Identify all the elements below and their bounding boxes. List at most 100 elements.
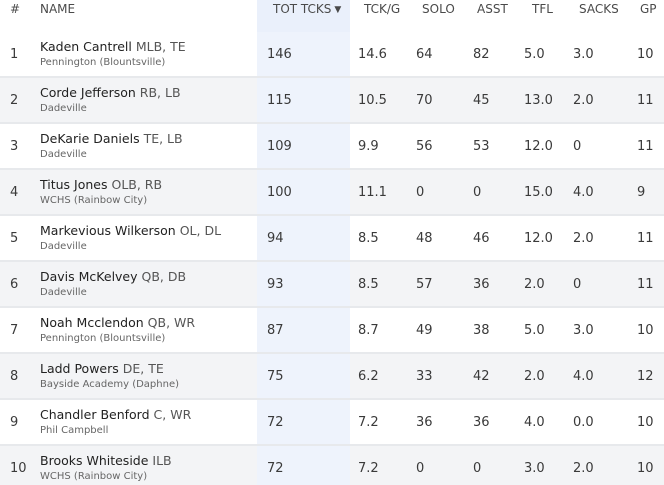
- rank-value: 5: [10, 231, 19, 246]
- player-name-link[interactable]: Markevious Wilkerson: [40, 223, 176, 238]
- header-tfl[interactable]: TFL: [515, 0, 573, 32]
- total-tackles-cell: 146: [257, 32, 350, 76]
- tackles-per-game-cell: 6.2: [350, 354, 406, 398]
- games-played-cell: 11: [631, 216, 664, 260]
- rank-value: 6: [10, 277, 19, 292]
- rank-cell: 8: [0, 354, 30, 398]
- table-row: 9 Chandler Benford C, WR Phil Campbell 7…: [0, 400, 664, 446]
- assists-cell: 45: [462, 78, 515, 122]
- header-games-played[interactable]: GP: [631, 0, 664, 32]
- player-school-link[interactable]: Pennington (Blountsville): [40, 333, 166, 344]
- total-tackles-cell: 100: [257, 170, 350, 214]
- player-name-link[interactable]: Noah Mcclendon: [40, 315, 144, 330]
- player-school-link[interactable]: Phil Campbell: [40, 425, 109, 436]
- solo-value: 48: [416, 231, 433, 246]
- tfl-value: 5.0: [524, 47, 545, 62]
- solo-cell: 57: [406, 262, 462, 306]
- header-total-tackles[interactable]: TOT TCKS ▼: [257, 0, 350, 32]
- player-position: C, WR: [153, 407, 192, 422]
- header-games-played-label: GP: [640, 2, 657, 16]
- name-cell: Noah Mcclendon QB, WR Pennington (Blount…: [30, 308, 257, 352]
- solo-value: 70: [416, 93, 433, 108]
- assists-cell: 36: [462, 400, 515, 444]
- tfl-value: 12.0: [524, 139, 553, 154]
- rank-cell: 1: [0, 32, 30, 76]
- player-name-link[interactable]: Chandler Benford: [40, 407, 150, 422]
- player-name-link[interactable]: Titus Jones: [40, 177, 108, 192]
- player-school-link[interactable]: Dadeville: [40, 103, 87, 114]
- total-tackles-cell: 72: [257, 446, 350, 485]
- sacks-value: 4.0: [573, 369, 594, 384]
- rank-value: 4: [10, 185, 19, 200]
- table-row: 6 Davis McKelvey QB, DB Dadeville 93 8.5…: [0, 262, 664, 308]
- sacks-value: 0: [573, 277, 582, 292]
- sacks-cell: 2.0: [573, 446, 631, 485]
- sort-descending-icon: ▼: [334, 5, 342, 15]
- name-cell: Brooks Whiteside ILB WCHS (Rainbow City): [30, 446, 257, 485]
- player-position: QB, DB: [141, 269, 187, 284]
- rank-cell: 9: [0, 400, 30, 444]
- tfl-value: 2.0: [524, 369, 545, 384]
- table-header: # NAME TOT TCKS ▼ TCK/G SOLO ASST TFL SAC…: [0, 0, 664, 32]
- tackles-per-game-cell: 9.9: [350, 124, 406, 168]
- tackles-per-game-cell: 8.5: [350, 262, 406, 306]
- player-name-link[interactable]: DeKarie Daniels: [40, 131, 140, 146]
- assists-cell: 42: [462, 354, 515, 398]
- name-cell: Corde Jefferson RB, LB Dadeville: [30, 78, 257, 122]
- header-name[interactable]: NAME: [30, 0, 257, 32]
- player-name-link[interactable]: Ladd Powers: [40, 361, 119, 376]
- player-name-link[interactable]: Davis McKelvey: [40, 269, 138, 284]
- tackles-per-game-value: 11.1: [358, 185, 387, 200]
- tackles-per-game-cell: 7.2: [350, 446, 406, 485]
- player-school-link[interactable]: Dadeville: [40, 287, 87, 298]
- header-solo[interactable]: SOLO: [406, 0, 462, 32]
- player-school-link[interactable]: Dadeville: [40, 149, 87, 160]
- tackles-per-game-value: 8.5: [358, 277, 379, 292]
- player-position: MLB, TE: [135, 39, 186, 54]
- player-school-link[interactable]: WCHS (Rainbow City): [40, 195, 148, 206]
- player-school-link[interactable]: WCHS (Rainbow City): [40, 471, 148, 482]
- header-rank[interactable]: #: [0, 0, 30, 32]
- header-tackles-per-game[interactable]: TCK/G: [350, 0, 406, 32]
- table-row: 4 Titus Jones OLB, RB WCHS (Rainbow City…: [0, 170, 664, 216]
- rank-value: 3: [10, 139, 19, 154]
- sacks-value: 0.0: [573, 415, 594, 430]
- games-played-cell: 12: [631, 354, 664, 398]
- games-played-cell: 9: [631, 170, 664, 214]
- total-tackles-value: 87: [267, 323, 284, 338]
- sacks-value: 0: [573, 139, 582, 154]
- solo-value: 33: [416, 369, 433, 384]
- sacks-cell: 0.0: [573, 400, 631, 444]
- tackles-per-game-value: 10.5: [358, 93, 387, 108]
- total-tackles-value: 72: [267, 415, 284, 430]
- solo-cell: 0: [406, 446, 462, 485]
- tfl-cell: 2.0: [515, 262, 573, 306]
- player-name-link[interactable]: Brooks Whiteside: [40, 453, 149, 468]
- player-line: Davis McKelvey QB, DB: [40, 269, 186, 285]
- player-name-link[interactable]: Corde Jefferson: [40, 85, 136, 100]
- assists-value: 82: [473, 47, 490, 62]
- rank-value: 8: [10, 369, 19, 384]
- sacks-cell: 3.0: [573, 308, 631, 352]
- total-tackles-value: 109: [267, 139, 292, 154]
- assists-value: 0: [473, 185, 482, 200]
- tackles-per-game-value: 8.5: [358, 231, 379, 246]
- player-name-link[interactable]: Kaden Cantrell: [40, 39, 132, 54]
- player-school-link[interactable]: Dadeville: [40, 241, 87, 252]
- assists-cell: 46: [462, 216, 515, 260]
- tackles-per-game-value: 8.7: [358, 323, 379, 338]
- sacks-value: 2.0: [573, 231, 594, 246]
- player-line: Brooks Whiteside ILB: [40, 453, 172, 469]
- tfl-cell: 5.0: [515, 32, 573, 76]
- player-school-link[interactable]: Pennington (Blountsville): [40, 57, 166, 68]
- header-sacks[interactable]: SACKS: [573, 0, 631, 32]
- player-school-link[interactable]: Bayside Academy (Daphne): [40, 379, 180, 390]
- tfl-cell: 2.0: [515, 354, 573, 398]
- total-tackles-value: 115: [267, 93, 292, 108]
- solo-value: 0: [416, 185, 425, 200]
- rank-cell: 6: [0, 262, 30, 306]
- header-assists[interactable]: ASST: [462, 0, 515, 32]
- table-row: 1 Kaden Cantrell MLB, TE Pennington (Blo…: [0, 32, 664, 78]
- games-played-cell: 10: [631, 446, 664, 485]
